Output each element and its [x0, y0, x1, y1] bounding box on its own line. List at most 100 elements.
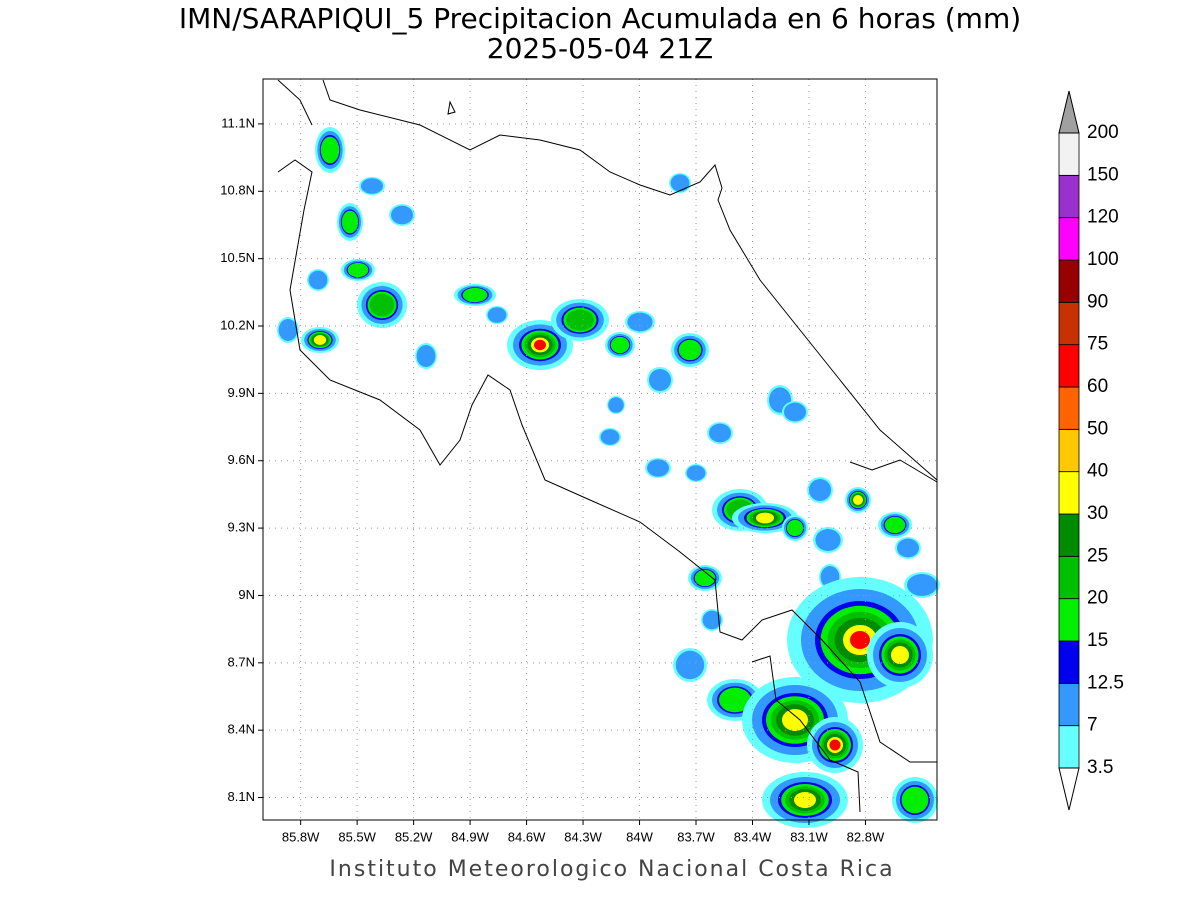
y-tick-label: 9.6N [228, 452, 255, 467]
x-tick-label: 83.1W [790, 829, 828, 844]
colorbar-under [1058, 767, 1080, 811]
coast [751, 459, 938, 813]
axis-labels: 85.8W 85.5W 85.2W 84.9W 84.6W 84.3W 84W 83.7W 83… [220, 115, 885, 844]
colorbar-segment [1058, 174, 1080, 219]
coast [277, 159, 937, 763]
title: IMN/SARAPIQUI_5 Precipitacion Acumulada … [179, 2, 1021, 35]
colorbar-label: 120 [1087, 207, 1119, 228]
rain-cell [649, 369, 671, 391]
rain-cell [416, 345, 436, 367]
colorbar-segment [1058, 471, 1080, 515]
colorbar-label: 50 [1087, 418, 1108, 439]
rain-cell [815, 529, 841, 551]
colorbar-segment [1058, 598, 1080, 642]
rain-cell [670, 174, 690, 192]
x-tick-label: 85.2W [395, 829, 433, 844]
colorbar-label: 200 [1087, 122, 1119, 143]
colorbar-label: 15 [1087, 630, 1108, 651]
colorbar-segment [1058, 259, 1080, 303]
y-tick-label: 10.2N [220, 317, 255, 332]
y-tick-label: 9.3N [228, 520, 255, 535]
colorbar-segment [1058, 344, 1080, 388]
rain-cell [897, 538, 919, 558]
graticule [263, 79, 937, 820]
rain-cell [608, 397, 624, 413]
rain-cell [786, 519, 804, 537]
rain-cell [347, 262, 369, 278]
colorbar-label: 7 [1087, 715, 1098, 736]
rain-cell [694, 569, 716, 587]
rain-cell [756, 512, 774, 524]
rain-cell [534, 339, 546, 351]
rain-cell [361, 178, 383, 194]
rain-cell [782, 709, 808, 731]
rain-cell [709, 423, 731, 443]
rain-cell [320, 136, 340, 164]
rain-cell [341, 210, 359, 234]
rain-cell [907, 574, 937, 596]
subtitle: 2025-05-04 21Z [487, 32, 713, 65]
colorbar-label: 40 [1087, 461, 1108, 482]
footer: Instituto Meteorologico Nacional Costa R… [329, 857, 894, 882]
colorbar-label: 25 [1087, 545, 1108, 566]
y-tick-label: 10.8N [220, 183, 255, 198]
colorbar-segment [1058, 386, 1080, 430]
x-tick-label: 85.5W [338, 829, 376, 844]
colorbar-segment [1058, 640, 1080, 684]
rain-cell [627, 312, 653, 332]
colorbar-segment [1058, 132, 1080, 176]
rain-cell [901, 786, 929, 814]
rain-cell [462, 287, 488, 303]
y-tick-label: 8.7N [228, 654, 255, 669]
rain-cell [369, 293, 395, 317]
colorbar-label: 12.5 [1087, 672, 1124, 693]
rain-cell [884, 516, 906, 534]
coast [277, 79, 938, 481]
rain-cell [686, 465, 706, 481]
rain-cell [784, 402, 806, 422]
colorbar-segment [1058, 217, 1080, 261]
colorbar-label: 90 [1087, 291, 1108, 312]
y-tick-label: 11.1N [221, 115, 255, 130]
rain-cell [794, 792, 816, 808]
colorbar-label: 3.5 [1087, 757, 1113, 778]
rain-cell [391, 205, 413, 225]
rain-cell [678, 339, 702, 361]
coastline [277, 79, 938, 813]
colorbar-label: 30 [1087, 503, 1108, 524]
colorbar-label: 150 [1087, 164, 1119, 185]
colorbar-segment [1058, 682, 1080, 727]
y-tick-label: 8.4N [228, 722, 255, 737]
rain-cell [487, 307, 507, 323]
rain-cell [829, 739, 841, 751]
rain-cell [313, 335, 327, 345]
colorbar-segment [1058, 725, 1080, 769]
x-tick-label: 84W [626, 829, 653, 844]
rain-cell [647, 459, 669, 477]
x-tick-label: 84.6W [508, 829, 546, 844]
x-tick-label: 84.3W [564, 829, 602, 844]
colorbar-segment [1058, 301, 1080, 346]
rain-cell [675, 650, 705, 680]
rain-cell [566, 309, 594, 331]
precipitation-field [277, 127, 940, 828]
rain-cell [809, 479, 831, 501]
colorbar-label: 100 [1087, 249, 1119, 270]
x-tick-label: 84.9W [451, 829, 489, 844]
x-tick-label: 82.8W [847, 829, 885, 844]
rain-cell [719, 687, 751, 713]
rain-cell [853, 495, 863, 505]
colorbar: 3.5 7 12.5 15 20 25 30 40 50 60 75 90 100 120 150 200 [1058, 90, 1124, 811]
colorbar-label: 20 [1087, 588, 1108, 609]
colorbar-over [1058, 90, 1080, 134]
rain-cell [600, 429, 620, 445]
x-tick-label: 83.7W [677, 829, 715, 844]
y-tick-label: 8.1N [228, 789, 255, 804]
rain-cell [610, 336, 630, 354]
y-tick-label: 10.5N [220, 250, 255, 265]
colorbar-segment [1058, 513, 1080, 557]
colorbar-label: 60 [1087, 376, 1108, 397]
x-tick-label: 83.4W [734, 829, 772, 844]
colorbar-segment [1058, 428, 1080, 473]
